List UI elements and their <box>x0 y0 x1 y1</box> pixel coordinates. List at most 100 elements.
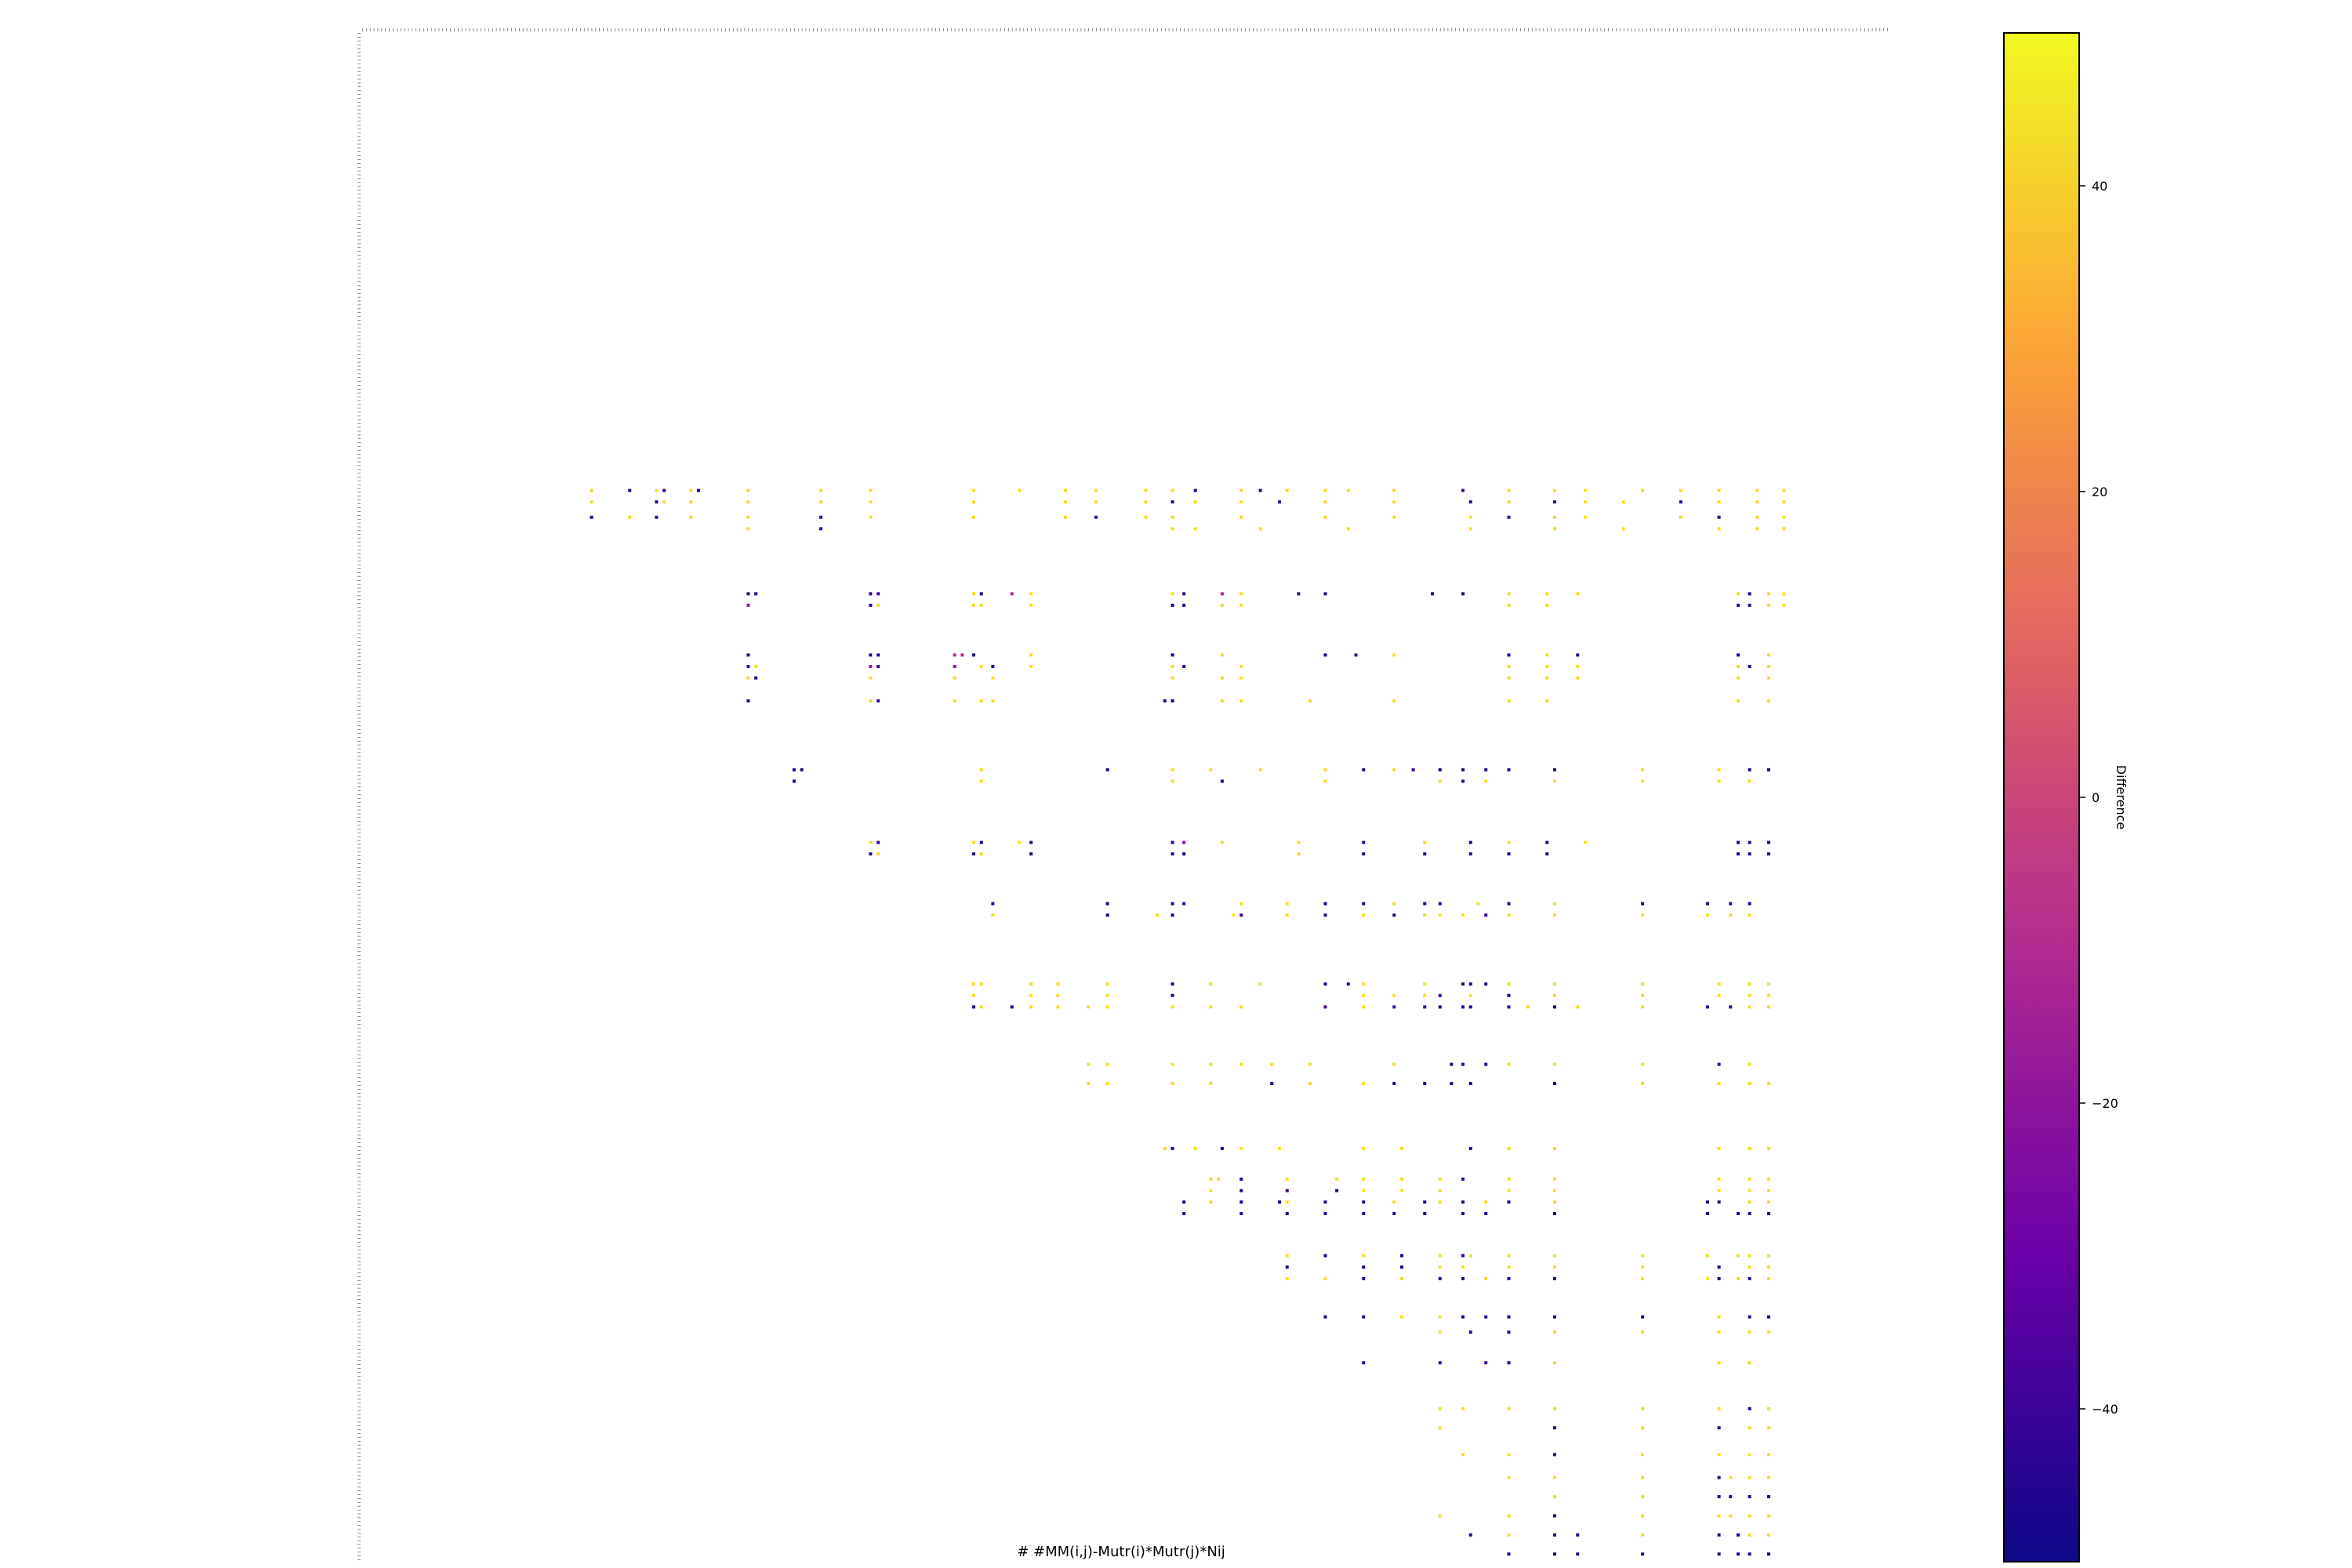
heatmap-cell <box>1323 1315 1327 1319</box>
heatmap-cell <box>1484 1276 1488 1280</box>
heatmap-cell <box>877 665 880 669</box>
heatmap-cell <box>877 653 880 657</box>
heatmap-cell <box>991 913 995 917</box>
heatmap-cell <box>1767 665 1770 669</box>
heatmap-cell <box>1767 1211 1770 1215</box>
heatmap-cell <box>979 852 983 856</box>
heatmap-cell <box>1171 676 1174 680</box>
heatmap-cell <box>1553 913 1556 917</box>
heatmap-cell <box>979 982 983 986</box>
heatmap-cell <box>1621 500 1625 504</box>
heatmap-cell <box>1029 665 1033 669</box>
heatmap-cell <box>972 515 975 519</box>
heatmap-cell <box>1220 779 1224 783</box>
heatmap-cell <box>1507 1178 1511 1181</box>
heatmap-cell <box>1171 515 1174 519</box>
heatmap-cell <box>1056 982 1060 986</box>
heatmap-cell <box>1438 1178 1442 1181</box>
heatmap-cell <box>1193 500 1197 504</box>
heatmap-cell <box>1029 840 1033 844</box>
heatmap-cell <box>1392 653 1396 657</box>
heatmap-cell <box>689 488 693 492</box>
heatmap-cell <box>1105 1082 1109 1085</box>
heatmap-cell <box>1323 500 1327 504</box>
heatmap-cell <box>1767 1475 1770 1479</box>
heatmap-cell <box>1553 515 1556 519</box>
heatmap-cell <box>1064 488 1067 492</box>
heatmap-cell <box>1362 1265 1366 1269</box>
heatmap-cell <box>1278 500 1281 504</box>
heatmap-cell <box>1362 852 1366 856</box>
heatmap-cell <box>1240 1189 1243 1192</box>
heatmap-cell <box>1400 1276 1403 1280</box>
heatmap-cell <box>1285 1276 1289 1280</box>
heatmap-cell <box>746 515 750 519</box>
heatmap-cell <box>1748 902 1751 906</box>
heatmap-cell <box>1717 993 1721 997</box>
heatmap-cell <box>869 592 873 596</box>
heatmap-cell <box>1182 1211 1186 1215</box>
heatmap-cell <box>1737 676 1740 680</box>
heatmap-cell <box>1767 699 1770 702</box>
heatmap-cells <box>590 488 1786 1556</box>
heatmap-cell <box>1553 1361 1556 1365</box>
heatmap-cell <box>1484 913 1488 917</box>
heatmap-cell <box>1438 768 1442 771</box>
heatmap-cell <box>972 653 975 657</box>
heatmap-cell <box>1323 1200 1327 1204</box>
heatmap-cell <box>1545 592 1549 596</box>
heatmap-cell <box>1507 1276 1511 1280</box>
heatmap-cell <box>1323 592 1327 596</box>
heatmap-cell <box>1029 653 1033 657</box>
heatmap-cell <box>1717 1406 1721 1410</box>
heatmap-cell <box>1767 840 1770 844</box>
heatmap-cell <box>1717 488 1721 492</box>
heatmap-cell <box>1209 1178 1213 1181</box>
heatmap-cell <box>1010 592 1014 596</box>
heatmap-cell <box>1553 1533 1556 1537</box>
heatmap-cell <box>1737 1211 1740 1215</box>
heatmap-cell <box>1468 1005 1472 1009</box>
heatmap-cell <box>1748 1062 1751 1066</box>
heatmap-cell <box>1717 1552 1721 1556</box>
heatmap-cell <box>1461 1276 1465 1280</box>
heatmap-cell <box>1717 779 1721 783</box>
heatmap-cell <box>1220 604 1224 607</box>
heatmap-cell <box>1171 779 1174 783</box>
heatmap-cell <box>697 488 700 492</box>
heatmap-cell <box>1438 1315 1442 1319</box>
heatmap-cell <box>1717 1276 1721 1280</box>
heatmap-cell <box>1468 527 1472 531</box>
heatmap-cell <box>1461 1453 1465 1457</box>
heatmap-cell <box>1087 1062 1091 1066</box>
heatmap-cell <box>1782 604 1786 607</box>
heatmap-cell <box>746 500 750 504</box>
heatmap-cell <box>1553 1514 1556 1518</box>
heatmap-cell <box>1641 1552 1645 1556</box>
heatmap-cell <box>1468 1330 1472 1334</box>
heatmap-cell <box>1171 665 1174 669</box>
heatmap-cell <box>1018 488 1022 492</box>
heatmap-cell <box>1144 515 1148 519</box>
heatmap-cell <box>1484 982 1488 986</box>
heatmap-cell <box>869 488 873 492</box>
heatmap-cell <box>1553 768 1556 771</box>
heatmap-cell <box>1182 592 1186 596</box>
x-axis-label: # #MM(i,j)-Mutr(i)*Mutr(j)*Nij <box>1017 1544 1225 1560</box>
heatmap-cell <box>1767 592 1770 596</box>
heatmap-cell <box>590 500 593 504</box>
heatmap-cell <box>1438 1426 1442 1430</box>
heatmap-cell <box>1553 1178 1556 1181</box>
heatmap-cell <box>1767 676 1770 680</box>
heatmap-cell <box>1423 840 1427 844</box>
heatmap-cell <box>972 993 975 997</box>
heatmap-cell <box>1553 1211 1556 1215</box>
heatmap-cell <box>1144 488 1148 492</box>
heatmap-cell <box>1553 1330 1556 1334</box>
heatmap-cell <box>1258 982 1262 986</box>
heatmap-cell <box>1171 852 1174 856</box>
heatmap-cell <box>1748 768 1751 771</box>
heatmap-cell <box>1392 1062 1396 1066</box>
heatmap-cell <box>1392 1200 1396 1204</box>
heatmap-cell <box>1400 1146 1403 1150</box>
